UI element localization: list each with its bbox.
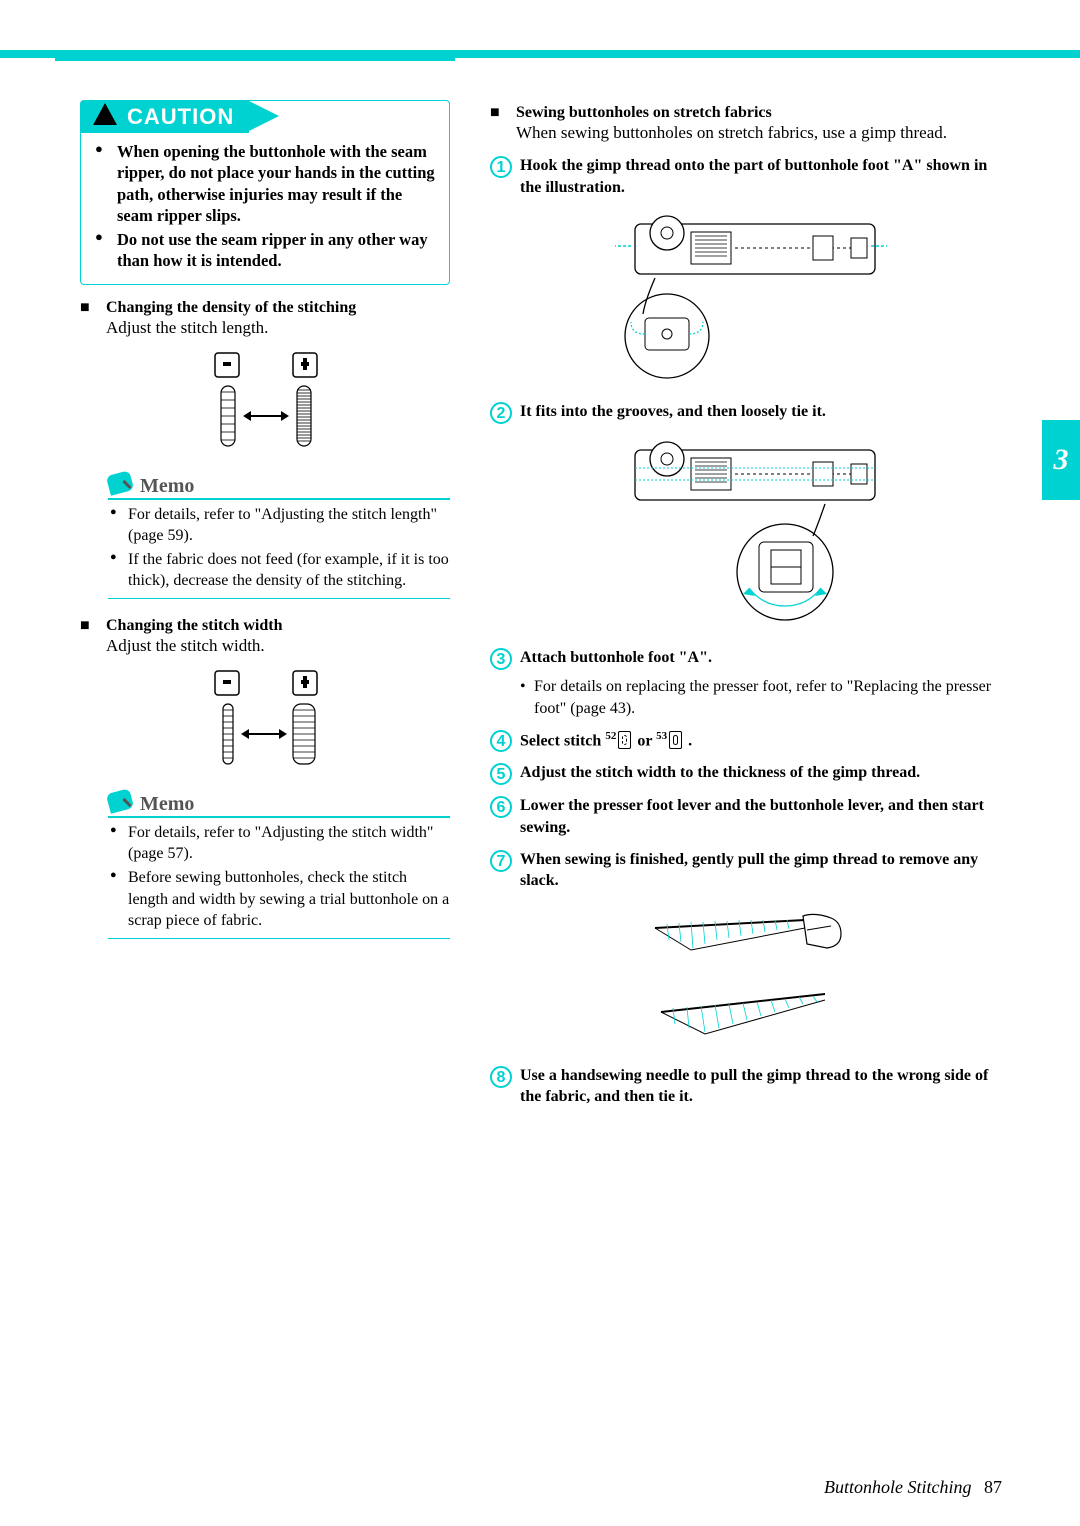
step-5: 5 Adjust the stitch width to the thickne… xyxy=(490,762,1000,785)
step-number-icon: 6 xyxy=(490,796,512,818)
stretch-body: When sewing buttonholes on stretch fabri… xyxy=(490,122,1000,145)
step-text: When sewing is finished, gently pull the… xyxy=(520,849,1000,892)
step-2: 2 It fits into the grooves, and then loo… xyxy=(490,401,1000,424)
memo-width: Memo For details, refer to "Adjusting th… xyxy=(108,793,450,939)
caution-box: CAUTION When opening the buttonhole with… xyxy=(80,100,450,285)
step-6: 6 Lower the presser foot lever and the b… xyxy=(490,795,1000,838)
density-body: Adjust the stitch length. xyxy=(80,317,450,340)
figure-hook-gimp xyxy=(490,206,1000,391)
right-column: Sewing buttonholes on stretch fabrics Wh… xyxy=(490,100,1000,1466)
memo-density: Memo For details, refer to "Adjusting th… xyxy=(108,475,450,599)
step-number-icon: 4 xyxy=(490,730,512,752)
step-8: 8 Use a handsewing needle to pull the gi… xyxy=(490,1065,1000,1108)
step-text: Attach buttonhole foot "A". xyxy=(520,647,712,669)
chapter-tab: 3 xyxy=(1042,420,1080,500)
caution-item: Do not use the seam ripper in any other … xyxy=(117,229,435,272)
memo-list: For details, refer to "Adjusting the sti… xyxy=(108,504,450,599)
step-number-icon: 8 xyxy=(490,1066,512,1088)
step4-post: . xyxy=(684,733,692,750)
step-text: Lower the presser foot lever and the but… xyxy=(520,795,1000,838)
memo-item: For details, refer to "Adjusting the sti… xyxy=(128,822,450,865)
memo-item: For details, refer to "Adjusting the sti… xyxy=(128,504,450,547)
step-text: Select stitch 52 or 53 . xyxy=(520,729,692,752)
step-text: Hook the gimp thread onto the part of bu… xyxy=(520,155,1000,198)
stitch-icon xyxy=(618,731,631,749)
step-3: 3 Attach buttonhole foot "A". xyxy=(490,647,1000,670)
step4-pre: Select stitch xyxy=(520,733,605,750)
heading-stretch: Sewing buttonholes on stretch fabrics xyxy=(490,104,1000,122)
step-number-icon: 7 xyxy=(490,850,512,872)
memo-heading: Memo xyxy=(108,793,450,818)
memo-heading: Memo xyxy=(108,475,450,500)
stitch-num: 52 xyxy=(605,730,616,742)
step-number-icon: 3 xyxy=(490,648,512,670)
figure-grooves xyxy=(490,432,1000,637)
step-1: 1 Hook the gimp thread onto the part of … xyxy=(490,155,1000,198)
page-content: CAUTION When opening the buttonhole with… xyxy=(80,100,1000,1466)
stitch-icon xyxy=(669,731,682,749)
width-figure xyxy=(80,666,450,781)
figure-pull-thread xyxy=(490,900,1000,1055)
heading-width: Changing the stitch width xyxy=(80,617,450,635)
density-figure xyxy=(80,348,450,463)
width-body: Adjust the stitch width. xyxy=(80,635,450,658)
stitch-num: 53 xyxy=(656,730,667,742)
step-3-sub: For details on replacing the presser foo… xyxy=(490,676,1000,719)
step-text: It fits into the grooves, and then loose… xyxy=(520,401,826,423)
step4-mid: or xyxy=(633,733,656,750)
step-number-icon: 2 xyxy=(490,402,512,424)
step-4: 4 Select stitch 52 or 53 . xyxy=(490,729,1000,752)
caution-item: When opening the buttonhole with the sea… xyxy=(117,141,435,227)
page-footer: Buttonhole Stitching 87 xyxy=(824,1477,1002,1498)
page-number: 87 xyxy=(976,1477,1002,1497)
memo-item: Before sewing buttonholes, check the sti… xyxy=(128,867,450,932)
caution-list: When opening the buttonhole with the sea… xyxy=(81,133,449,284)
step-text: Use a handsewing needle to pull the gimp… xyxy=(520,1065,1000,1108)
step-7: 7 When sewing is finished, gently pull t… xyxy=(490,849,1000,892)
caution-heading: CAUTION xyxy=(81,101,249,133)
memo-list: For details, refer to "Adjusting the sti… xyxy=(108,822,450,939)
step-number-icon: 5 xyxy=(490,763,512,785)
memo-item: If the fabric does not feed (for example… xyxy=(128,549,450,592)
step-text: Adjust the stitch width to the thickness… xyxy=(520,762,920,784)
heading-density: Changing the density of the stitching xyxy=(80,299,450,317)
step-number-icon: 1 xyxy=(490,156,512,178)
left-column: CAUTION When opening the buttonhole with… xyxy=(80,100,450,1466)
footer-title: Buttonhole Stitching xyxy=(824,1477,971,1497)
page-top-accent xyxy=(0,50,1080,58)
